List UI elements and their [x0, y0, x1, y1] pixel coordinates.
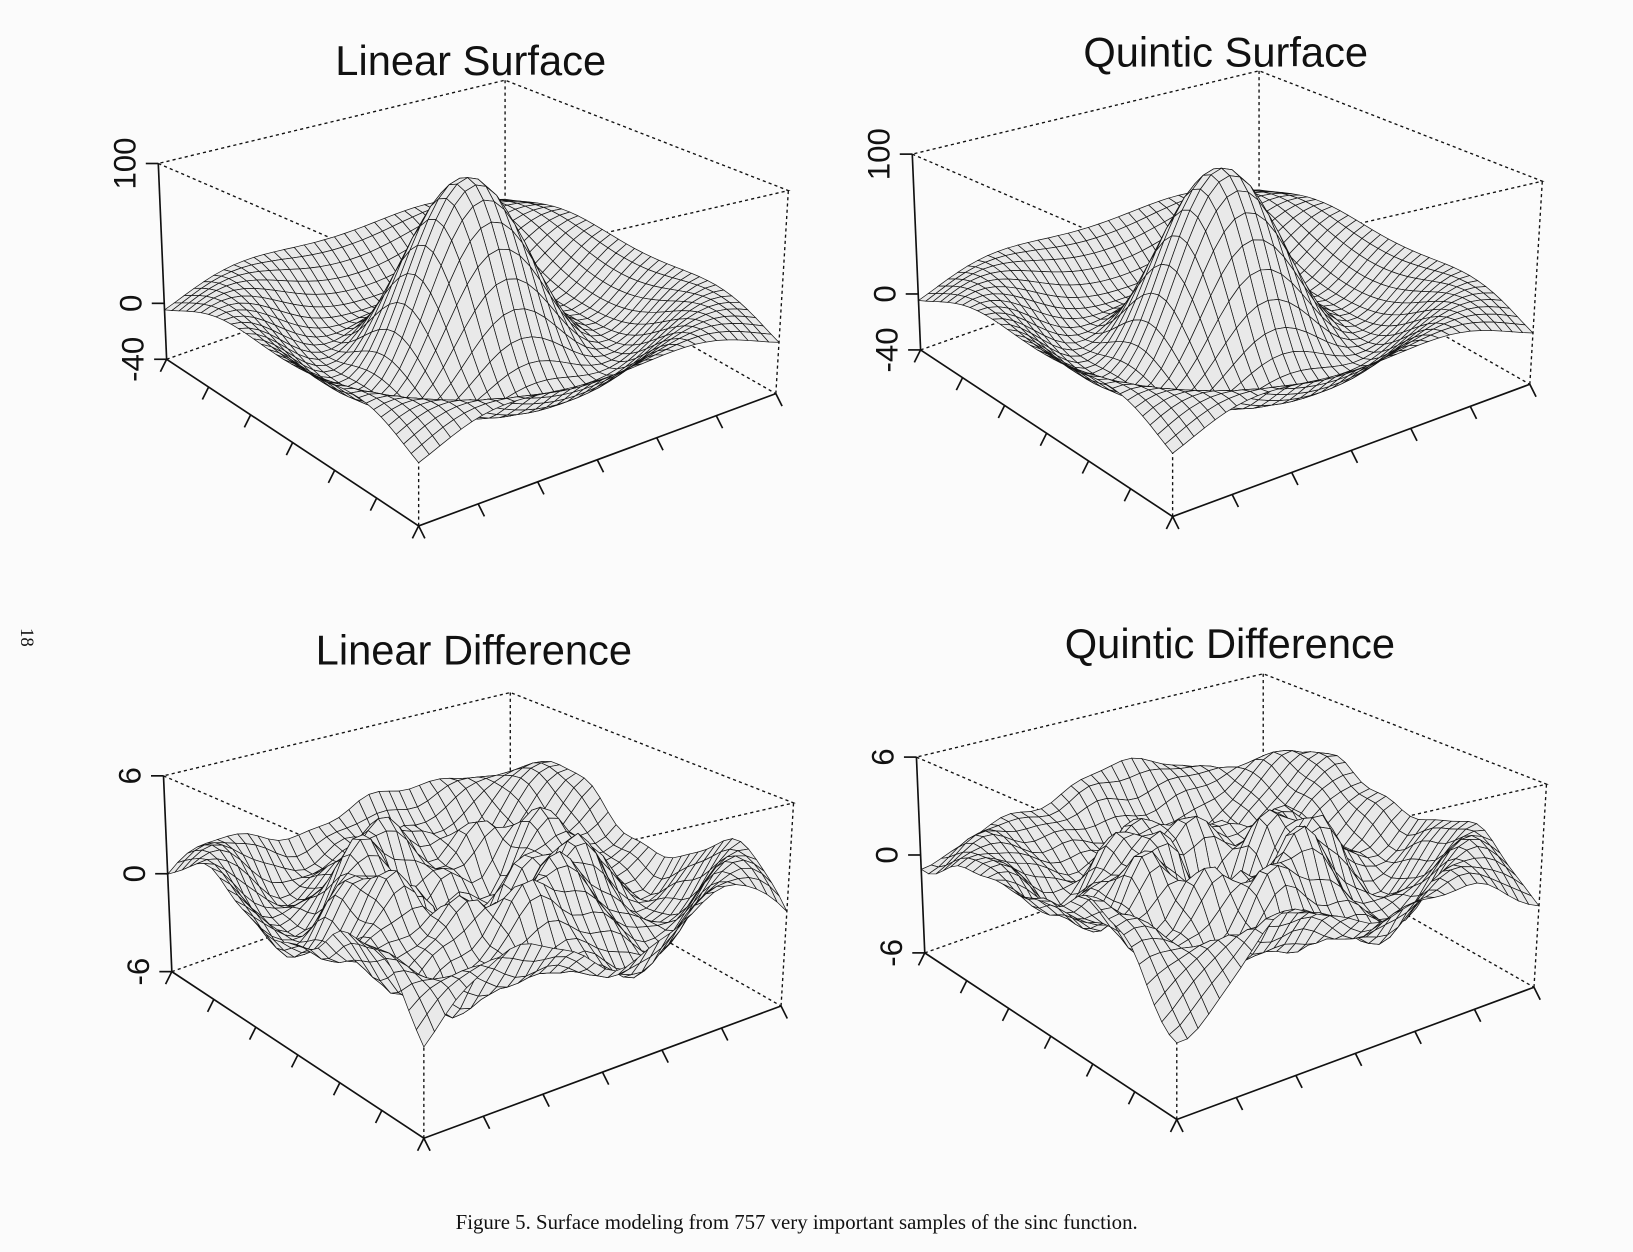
- axis-tick: [781, 1006, 787, 1018]
- axis-tick: [1129, 1092, 1135, 1104]
- page: {"page_number": "18", "chart_data": [ {"…: [0, 0, 1633, 1252]
- axis-tick: [166, 972, 172, 984]
- z-tick-label: 0: [113, 295, 148, 312]
- axis-tick: [776, 394, 782, 406]
- z-tick-label: -6: [121, 958, 156, 986]
- surface-panel: -40 0 100: [861, 71, 1542, 529]
- axis-tick: [160, 359, 166, 371]
- axis-tick: [328, 470, 334, 482]
- mesh-cell: [769, 886, 786, 911]
- axis-tick: [370, 498, 376, 510]
- figure: 18 Figure 5. Surface modeling from 757 v…: [0, 0, 1633, 1252]
- axis-tick: [722, 1028, 728, 1040]
- panel-title: Quintic Surface: [1083, 29, 1368, 76]
- axis-tick: [1530, 384, 1536, 396]
- axis-tick: [483, 1116, 489, 1128]
- axis-tick: [1470, 406, 1476, 418]
- box-edge: [1530, 181, 1542, 384]
- box-edge: [1534, 784, 1546, 987]
- axis-tick: [1082, 461, 1088, 473]
- axis-tick: [424, 1138, 430, 1150]
- axis-tick: [478, 504, 484, 516]
- box-edge: [776, 191, 788, 394]
- axis-tick: [956, 378, 962, 390]
- axis-tick: [1177, 1120, 1183, 1132]
- surface-panel: -6 0 6: [113, 693, 794, 1151]
- axis-tick: [412, 526, 418, 538]
- axis-tick: [961, 981, 967, 993]
- panel-title: Linear Surface: [335, 37, 606, 84]
- figure-content: 18 Figure 5. Surface modeling from 757 v…: [16, 29, 1547, 1234]
- axis-tick: [1166, 517, 1172, 529]
- axis-tick: [1415, 1031, 1421, 1043]
- surface-panel: -6 0 6: [866, 674, 1547, 1132]
- z-tick-label: 0: [867, 285, 902, 302]
- axis-tick: [1040, 433, 1046, 445]
- surface-panel: -40 0 100: [107, 80, 788, 538]
- axis-tick: [597, 460, 603, 472]
- surface-mesh: [168, 761, 787, 1047]
- axis-tick: [716, 416, 722, 428]
- axis-tick: [998, 405, 1004, 417]
- z-tick-label: 100: [107, 137, 142, 189]
- axis-tick: [1087, 1064, 1093, 1076]
- axis-tick: [1171, 1120, 1177, 1132]
- axis-tick: [919, 953, 925, 965]
- z-axis: [912, 154, 920, 350]
- axis-tick: [538, 482, 544, 494]
- surface-mesh: [165, 178, 779, 463]
- axis-tick: [418, 1138, 424, 1150]
- axis-tick: [1355, 1053, 1361, 1065]
- axis-tick: [1232, 494, 1238, 506]
- z-tick-label: 0: [870, 846, 905, 863]
- z-tick-label: -6: [874, 939, 909, 967]
- axis-tick: [208, 999, 214, 1011]
- axis-tick: [202, 387, 208, 399]
- axis-tick: [1474, 1009, 1480, 1021]
- axis-tick: [244, 415, 250, 427]
- axis-tick: [1292, 472, 1298, 484]
- axis-tick: [1124, 489, 1130, 501]
- axis-tick: [286, 443, 292, 455]
- surface-mesh: [921, 751, 1539, 1043]
- axis-tick: [657, 438, 663, 450]
- axis-tick: [376, 1110, 382, 1122]
- axis-tick: [602, 1072, 608, 1084]
- axis-tick: [1045, 1036, 1051, 1048]
- z-tick-label: 100: [861, 128, 896, 180]
- z-tick-label: -40: [870, 327, 905, 372]
- caption: Figure 5. Surface modeling from 757 very…: [456, 1210, 1138, 1234]
- axis-tick: [1003, 1008, 1009, 1020]
- z-axis: [158, 163, 166, 359]
- axis-tick: [1236, 1097, 1242, 1109]
- panel-title: Quintic Difference: [1065, 620, 1395, 667]
- axis-tick: [250, 1027, 256, 1039]
- axis-tick: [1296, 1075, 1302, 1087]
- axis-tick: [1411, 428, 1417, 440]
- z-tick-label: -40: [116, 337, 151, 382]
- z-tick-label: 0: [117, 865, 152, 882]
- axis-tick: [914, 350, 920, 362]
- axis-tick: [662, 1050, 668, 1062]
- axis-tick: [1173, 517, 1179, 529]
- axis-tick: [1534, 987, 1540, 999]
- page-number: 18: [16, 628, 37, 647]
- panel-title: Linear Difference: [316, 626, 632, 673]
- surface-mesh: [919, 168, 1533, 453]
- axis-tick: [419, 526, 425, 538]
- z-tick-label: 6: [866, 748, 901, 765]
- axis-tick: [1351, 450, 1357, 462]
- z-tick-label: 6: [113, 767, 148, 784]
- axis-tick: [543, 1094, 549, 1106]
- axis-tick: [334, 1083, 340, 1095]
- axis-tick: [292, 1055, 298, 1067]
